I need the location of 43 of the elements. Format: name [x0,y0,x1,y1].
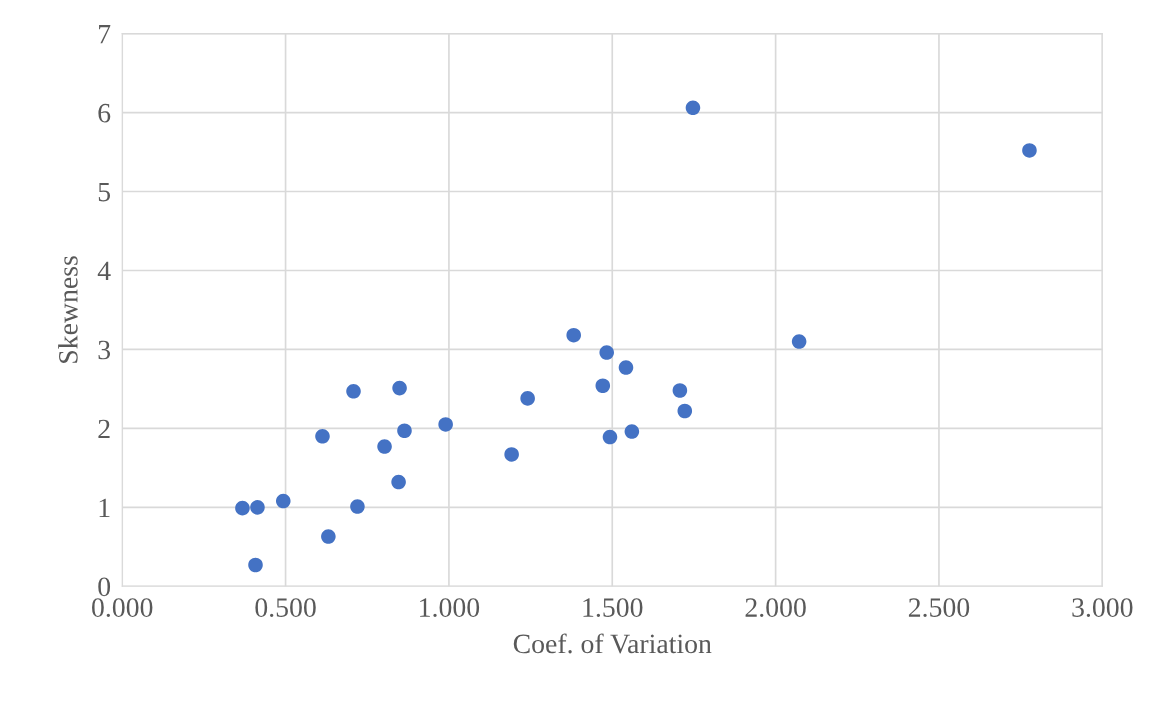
y-tick-label: 7 [99,25,111,44]
point [350,499,365,514]
point [315,429,330,444]
y-tick-label: 2 [98,419,110,439]
point [346,383,361,399]
x-axis-title: Coef. of Variation [513,633,712,654]
x-tick-label: 1.000 [420,598,480,618]
point [791,334,807,349]
x-tick-label: 3.000 [1072,598,1133,618]
point [248,557,263,573]
y-tick-label: 4 [97,261,111,281]
y-tick-label: 1 [99,498,110,517]
y-axis-title: Skewness [58,256,78,363]
x-tick-label: 0.500 [255,598,316,618]
point [235,500,250,516]
y-tick-label: 3 [98,340,111,360]
point [377,439,392,454]
y-tick-label: 6 [98,103,111,123]
point [250,500,265,515]
point [520,391,535,406]
x-tick-label: 0.000 [92,598,153,618]
point [624,424,640,439]
point [685,100,701,116]
x-tick-label: 1.500 [583,598,643,618]
point [321,529,336,544]
x-tick-label: 2.000 [745,598,806,618]
x-tick-label: 2.500 [908,598,970,618]
y-tick-label: 5 [98,182,111,202]
point [397,423,412,439]
point [595,378,611,394]
point [438,417,453,432]
point [276,493,291,509]
y-tick-label: 0 [98,577,111,597]
point [391,474,406,490]
point [504,447,519,462]
point [566,327,581,343]
point [599,345,614,360]
point [602,429,618,445]
point [392,380,407,396]
point [677,403,693,419]
point [672,383,688,398]
point [618,360,634,375]
point [1022,143,1037,158]
